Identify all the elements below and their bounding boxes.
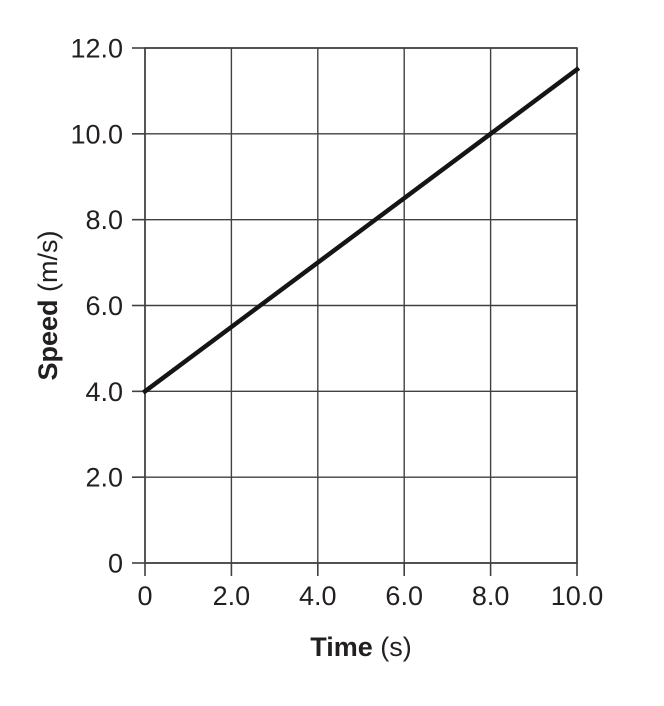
- x-tick-labels: 0 2.0 4.0 6.0 8.0 10.0: [137, 581, 603, 611]
- axis-ticks: [132, 47, 578, 576]
- x-tick-label: 0: [137, 581, 152, 611]
- x-tick-label: 8.0: [472, 581, 510, 611]
- gridlines: [144, 47, 578, 564]
- y-tick-labels: 0 2.0 4.0 6.0 8.0 10.0 12.0: [70, 34, 123, 579]
- x-tick-label: 2.0: [213, 581, 251, 611]
- y-tick-label: 6.0: [85, 291, 123, 321]
- y-tick-label: 0: [108, 549, 123, 579]
- x-axis-title: Time (s): [310, 632, 412, 662]
- y-tick-label: 4.0: [85, 377, 123, 407]
- x-tick-label: 6.0: [385, 581, 423, 611]
- y-tick-label: 2.0: [85, 463, 123, 493]
- y-tick-label: 8.0: [85, 205, 123, 235]
- x-tick-label: 10.0: [551, 581, 604, 611]
- y-axis-title-bold: Speed: [33, 299, 63, 380]
- data-line-speed-vs-time: [141, 66, 581, 395]
- y-axis-title: Speed (m/s): [33, 230, 63, 380]
- x-axis-title-unit: (s): [373, 632, 412, 662]
- x-tick-label: 4.0: [299, 581, 337, 611]
- x-axis-title-bold: Time: [310, 632, 373, 662]
- y-tick-label: 10.0: [70, 119, 123, 149]
- y-tick-label: 12.0: [70, 34, 123, 64]
- y-axis-title-unit: (m/s): [33, 230, 63, 299]
